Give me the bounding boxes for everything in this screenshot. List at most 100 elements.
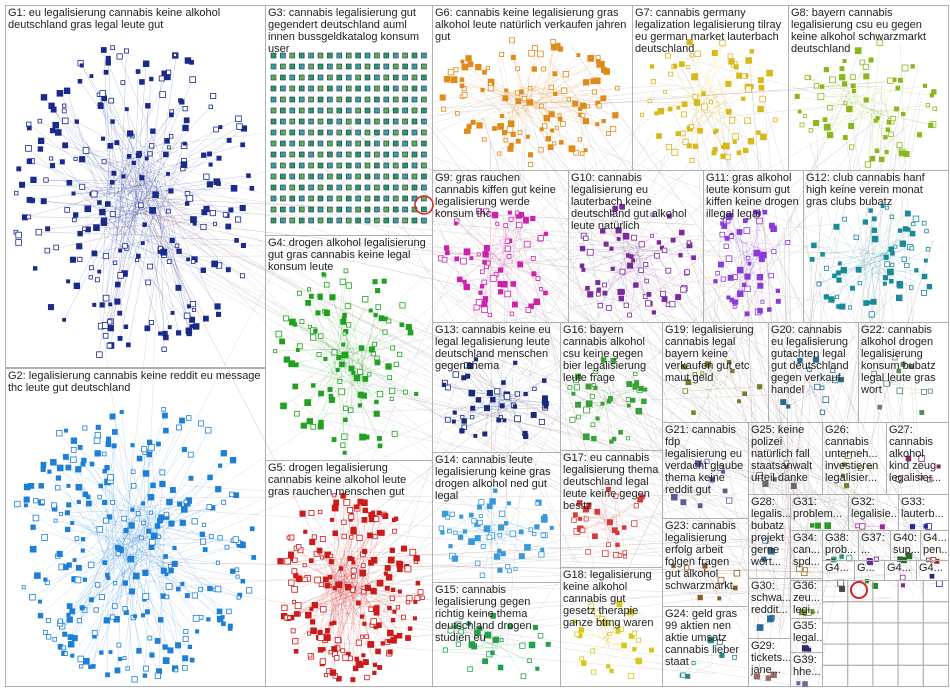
node: [515, 138, 521, 144]
node: [644, 278, 649, 284]
node: [329, 517, 335, 522]
node: [757, 384, 763, 390]
node: [92, 302, 97, 307]
node: [280, 74, 286, 81]
edge: [111, 172, 801, 604]
node: [594, 77, 601, 85]
edge: [341, 565, 360, 643]
node: [622, 550, 627, 555]
node: [355, 85, 361, 92]
node: [328, 393, 334, 399]
node: [33, 498, 39, 504]
edge: [358, 320, 390, 362]
node: [355, 217, 361, 224]
node: [198, 420, 205, 427]
node: [756, 130, 761, 135]
edge: [156, 185, 180, 252]
edge: [108, 439, 149, 530]
node: [749, 49, 755, 54]
edge: [67, 529, 159, 546]
node: [862, 219, 868, 225]
node: [691, 661, 696, 666]
edge: [504, 225, 506, 266]
node: [832, 273, 837, 279]
node: [634, 380, 640, 385]
group-label: G32: legalisie...: [851, 496, 898, 520]
node: [94, 277, 100, 283]
node: [637, 496, 643, 503]
node: [761, 556, 767, 562]
edge: [59, 93, 138, 236]
node: [583, 406, 590, 414]
edge: [162, 494, 232, 542]
edge: [849, 249, 868, 308]
node: [396, 632, 403, 639]
edge: [805, 252, 812, 663]
edge: [134, 508, 148, 617]
node: [374, 184, 380, 191]
node: [374, 206, 380, 213]
node: [307, 287, 312, 292]
node: [689, 53, 694, 58]
edge: [138, 508, 254, 558]
node: [904, 262, 910, 269]
node: [235, 115, 242, 123]
edge: [142, 216, 161, 249]
edge: [683, 484, 714, 503]
node: [112, 260, 118, 266]
node: [345, 206, 352, 213]
edge: [513, 57, 521, 104]
node: [719, 231, 726, 238]
node: [71, 217, 77, 223]
node: [273, 349, 278, 354]
node: [545, 641, 551, 647]
node: [838, 376, 844, 383]
node: [88, 275, 93, 280]
node: [685, 379, 692, 386]
node: [411, 52, 418, 59]
edge: [331, 561, 338, 606]
node: [270, 151, 277, 158]
node: [402, 118, 408, 125]
edge: [316, 594, 358, 639]
node: [602, 290, 608, 296]
node: [615, 85, 620, 91]
node: [34, 572, 41, 579]
node: [166, 171, 170, 176]
edge: [53, 505, 111, 546]
node: [590, 422, 596, 428]
edge: [891, 268, 925, 277]
node: [725, 255, 733, 262]
edge: [106, 100, 181, 207]
edge: [327, 568, 350, 638]
node: [199, 538, 207, 545]
node: [55, 485, 61, 491]
edge: [116, 538, 171, 567]
node: [289, 107, 296, 114]
edge: [107, 198, 190, 225]
edge: [120, 453, 224, 577]
node: [510, 281, 517, 287]
highlight: [850, 581, 868, 599]
node: [323, 576, 329, 583]
node: [364, 634, 369, 639]
edge: [356, 508, 358, 580]
node: [615, 628, 621, 634]
node: [809, 523, 815, 528]
group-label: G15: cannabis legalisierung gegen richti…: [435, 584, 532, 644]
group-label: G26: cannabis unterneh... investieren le…: [825, 424, 879, 484]
edge: [575, 379, 603, 411]
node: [542, 395, 548, 402]
node: [88, 265, 94, 271]
edge: [447, 397, 510, 420]
edge: [357, 379, 882, 517]
node: [374, 140, 380, 147]
node: [579, 656, 585, 662]
node: [450, 76, 458, 84]
edge: [860, 105, 894, 119]
node: [215, 486, 222, 493]
node: [337, 378, 343, 384]
edge: [338, 564, 361, 585]
node: [492, 126, 497, 131]
node: [547, 144, 554, 151]
